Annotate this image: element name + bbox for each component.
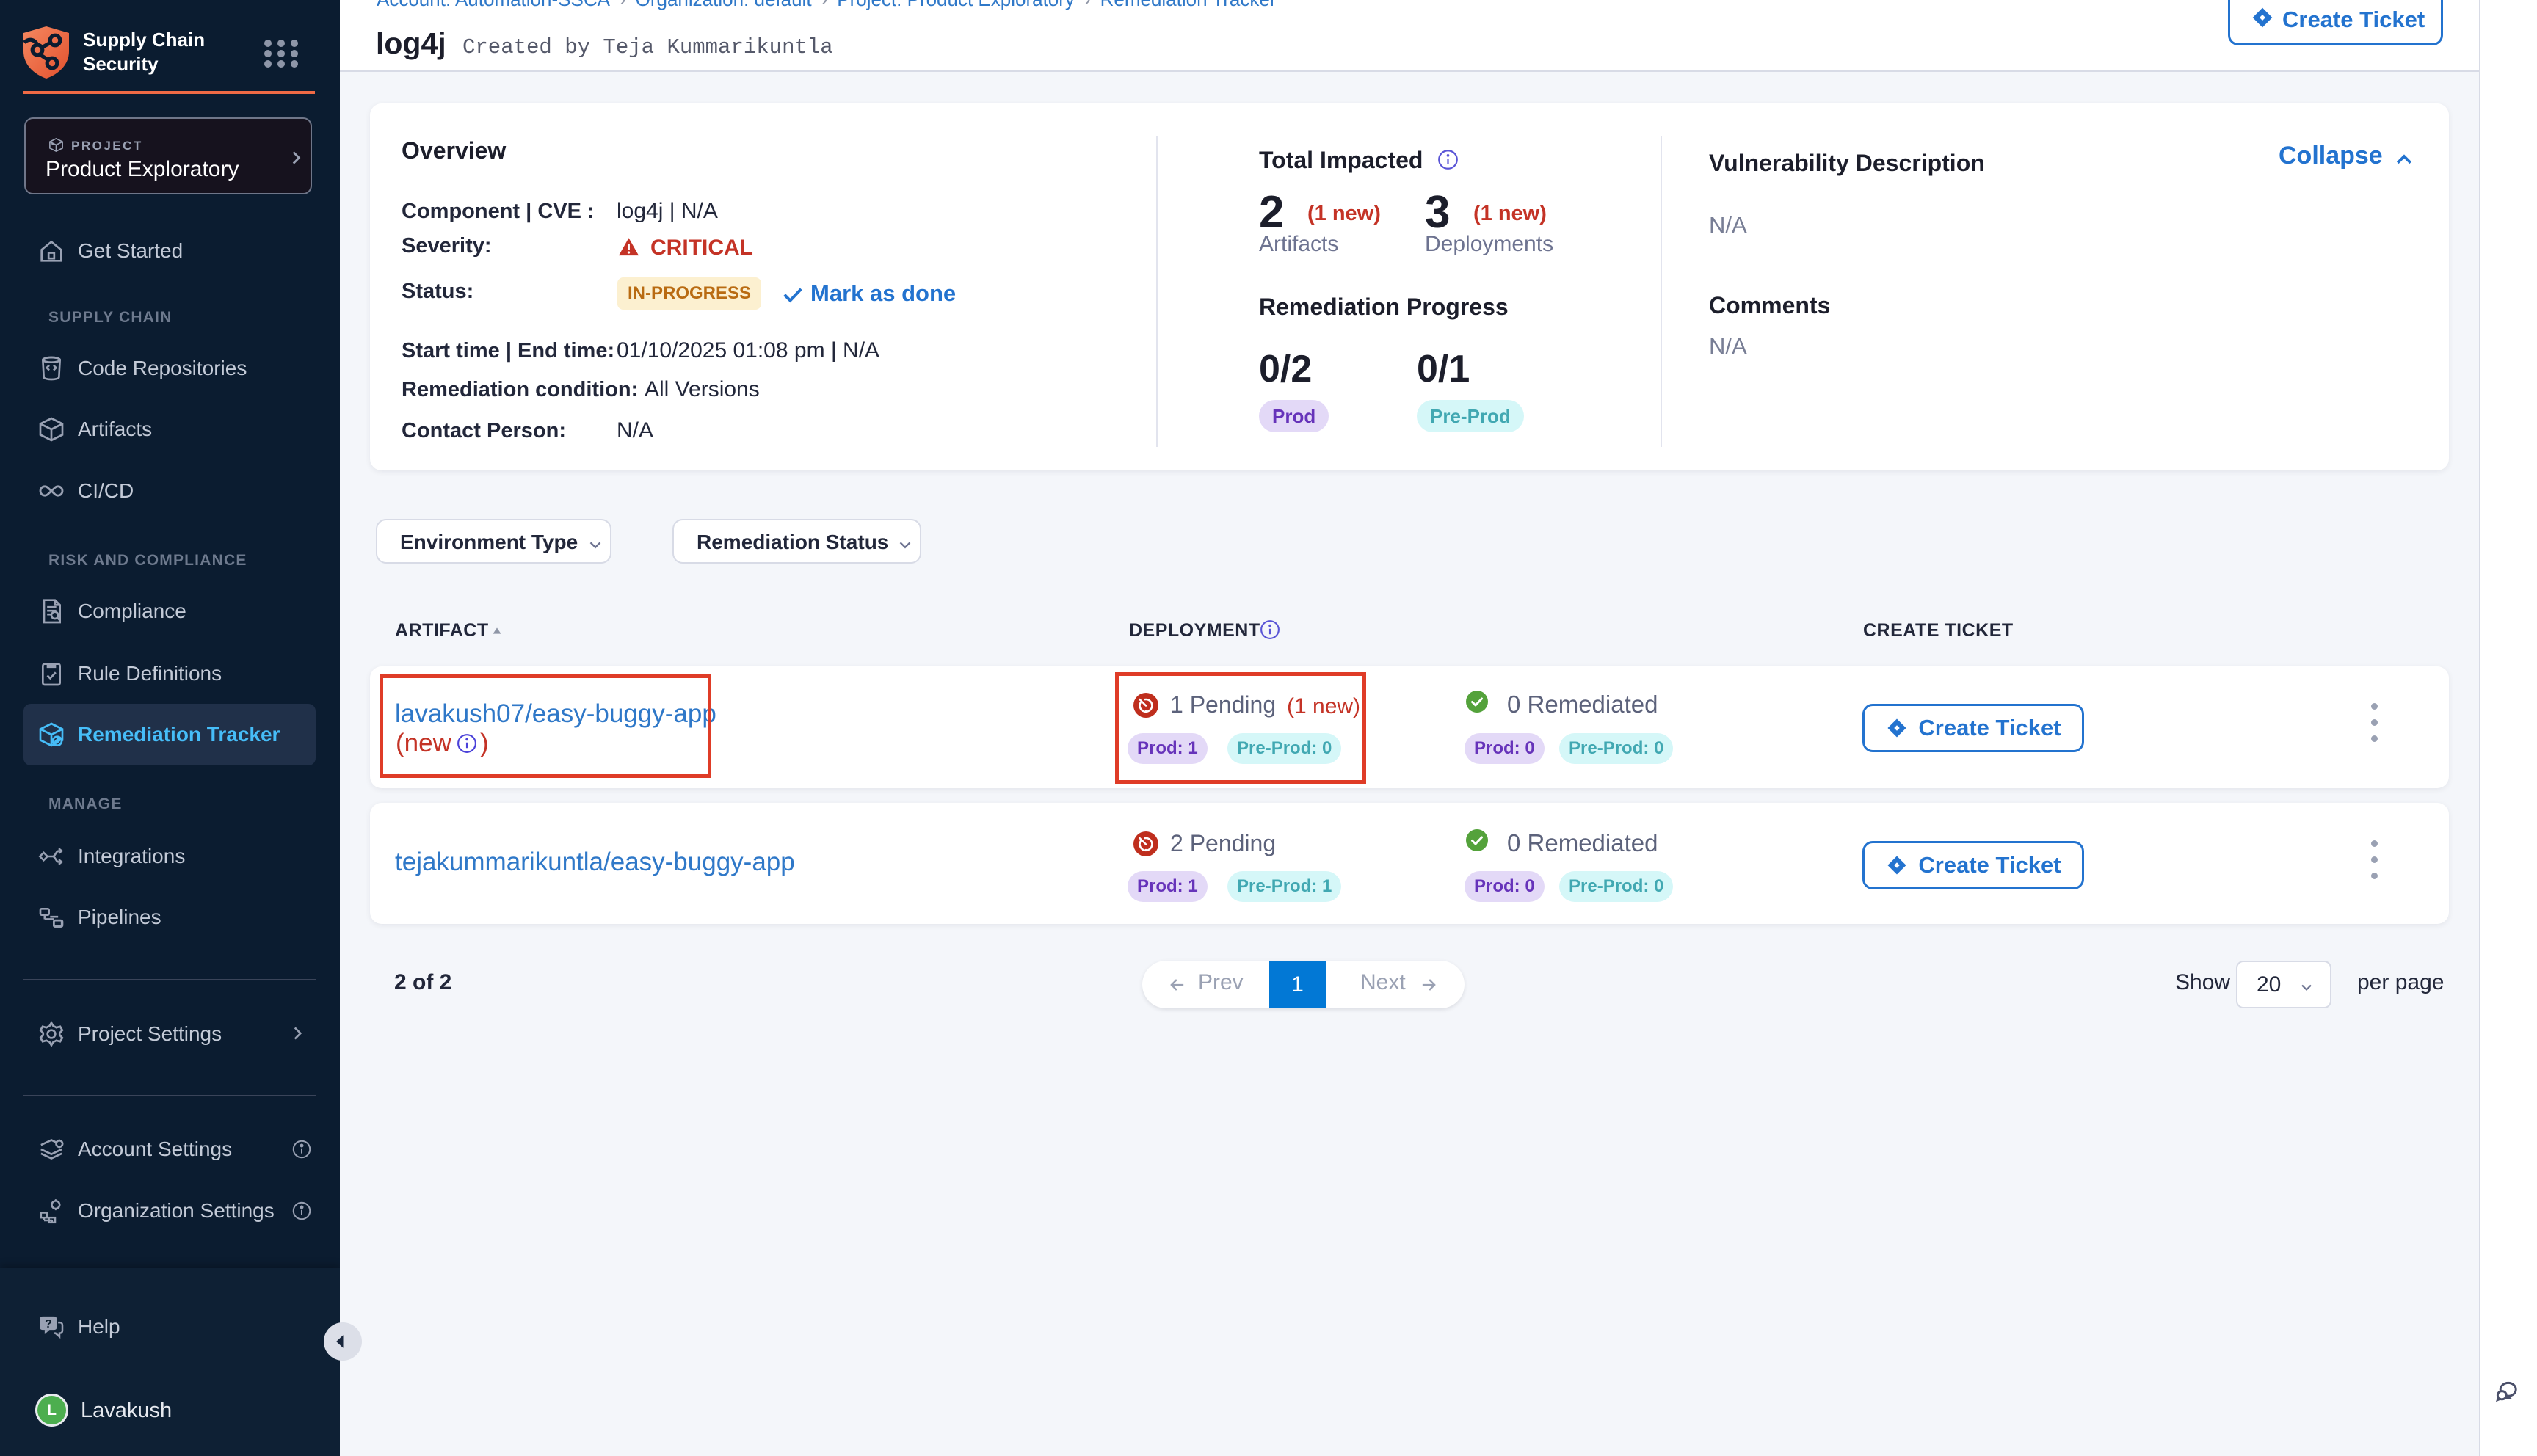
svg-text:?: ? (45, 1318, 52, 1331)
